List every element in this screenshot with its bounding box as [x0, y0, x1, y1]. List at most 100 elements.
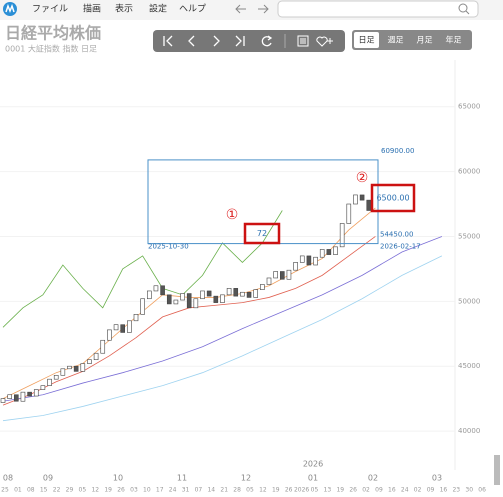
day-label: 24: [169, 487, 177, 494]
day-label: 13: [324, 487, 332, 494]
period-selected: [354, 32, 379, 48]
annotation-marker: ①: [226, 207, 239, 223]
candle-body: [313, 256, 318, 266]
candle-body: [233, 288, 239, 297]
candle-body: [33, 389, 39, 397]
period-button[interactable]: 週足: [388, 36, 404, 45]
day-label: 31: [182, 487, 190, 494]
day-label: 10: [143, 487, 151, 494]
candle-body: [366, 199, 372, 211]
candle-body: [226, 288, 232, 296]
candle-body: [87, 359, 92, 364]
candle-body: [7, 394, 12, 399]
candle-body: [67, 365, 72, 370]
day-label: 2026: [294, 487, 309, 494]
day-label: 07: [195, 487, 203, 494]
candle-body: [140, 298, 145, 315]
range-start: 2025-10-30: [148, 243, 189, 251]
day-label: 26: [285, 487, 293, 494]
favorite-button[interactable]: [300, 36, 333, 47]
period-button[interactable]: 年足: [446, 35, 462, 45]
reload-button[interactable]: [261, 35, 273, 47]
month-label: 02: [368, 474, 378, 483]
nav-buttons[interactable]: [163, 35, 245, 47]
day-label: 14: [207, 487, 215, 494]
day-label: 05: [246, 487, 254, 494]
menu-item[interactable]: 描画: [83, 3, 101, 15]
candle-body: [359, 194, 365, 201]
range-end: 2026-02-17: [380, 243, 421, 251]
range-low: 54450.00: [380, 231, 413, 239]
candle-body: [107, 329, 112, 341]
month-label: 10: [113, 474, 123, 483]
day-label: 30: [465, 487, 473, 494]
day-label: 26: [349, 487, 357, 494]
menu-item[interactable]: ファイル: [32, 5, 68, 15]
annotation-marker: ②: [356, 170, 369, 186]
day-label: 29: [66, 487, 74, 494]
menu-item[interactable]: 設定: [149, 3, 167, 15]
candle-body: [14, 394, 19, 402]
day-label: 02: [414, 487, 422, 494]
list-button[interactable]: [297, 35, 309, 47]
day-label: 25: [1, 487, 9, 494]
day-label: 22: [53, 487, 61, 494]
y-tick-label: 40000: [458, 427, 480, 435]
candle-body: [93, 352, 99, 361]
candle-body: [153, 285, 159, 292]
day-label: 16: [440, 487, 448, 494]
year-label: 2026: [303, 460, 323, 469]
day-label: 19: [104, 487, 112, 494]
annotation-box: [370, 183, 416, 213]
search-icon: [465, 10, 470, 15]
candle-body: [120, 324, 125, 333]
day-label: 05: [79, 487, 87, 494]
candle-body: [127, 320, 132, 333]
month-label: 03: [432, 474, 442, 483]
candle-body: [173, 299, 179, 305]
candle-body: [339, 223, 345, 248]
day-label: 24: [401, 487, 409, 494]
search-box[interactable]: [277, 0, 479, 18]
day-label: 16: [388, 487, 396, 494]
y-tick-label: 65000: [458, 103, 480, 111]
candle-body: [346, 203, 352, 224]
candle-body: [100, 339, 106, 354]
period-button[interactable]: 月足: [417, 36, 433, 45]
day-label: 01: [14, 487, 22, 494]
candle-body: [186, 293, 192, 309]
candle-body: [293, 262, 298, 271]
menu-item[interactable]: 表示: [115, 3, 133, 15]
menu-item[interactable]: ヘルプ: [179, 4, 206, 15]
day-label: 06: [478, 487, 486, 494]
month-label: 12: [241, 474, 251, 483]
candle-body: [20, 391, 26, 402]
candle-body: [80, 363, 86, 372]
day-label: 23: [452, 487, 460, 494]
candle-body: [193, 298, 199, 309]
y-tick-label: 55000: [458, 232, 480, 240]
candle-body: [113, 324, 119, 331]
y-tick-label: 50000: [458, 297, 480, 305]
scrollbar[interactable]: [494, 455, 500, 485]
candle-body: [279, 271, 285, 280]
month-label: 11: [177, 474, 187, 483]
indicator-line: [2, 236, 443, 402]
month-label: 08: [3, 474, 13, 483]
annotation-text: 6500.00: [376, 194, 409, 203]
nav-arrows[interactable]: [235, 4, 269, 14]
annotation-text: 72: [257, 229, 267, 238]
candle-body: [0, 398, 6, 403]
day-label: 05: [311, 487, 319, 494]
day-label: 12: [91, 487, 99, 494]
candle-body: [253, 289, 258, 298]
candle-body: [326, 249, 332, 255]
candle-body: [273, 271, 278, 279]
indicator-line: [2, 210, 283, 328]
candle-body: [306, 255, 312, 266]
candle-body: [240, 291, 245, 297]
y-tick-label: 60000: [458, 168, 480, 176]
candle-body: [73, 365, 79, 372]
period-button[interactable]: 日足: [359, 36, 375, 45]
